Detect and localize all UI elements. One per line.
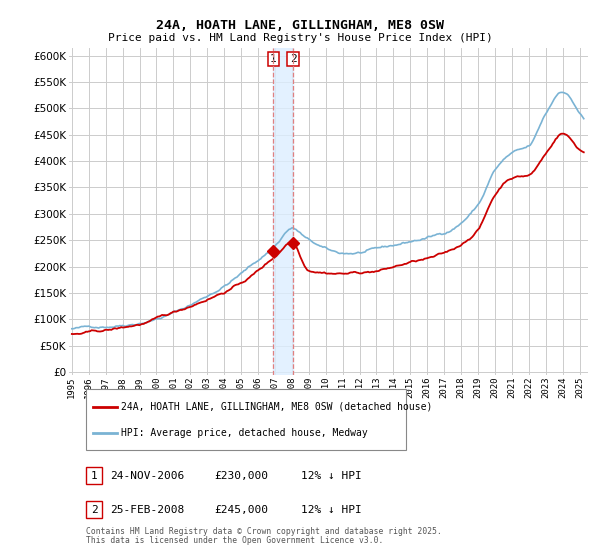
Bar — [274, 48, 293, 375]
Text: 12% ↓ HPI: 12% ↓ HPI — [301, 471, 362, 481]
Text: 1: 1 — [270, 54, 277, 64]
FancyBboxPatch shape — [86, 501, 102, 518]
Text: 2: 2 — [290, 54, 296, 64]
FancyBboxPatch shape — [86, 389, 406, 450]
FancyBboxPatch shape — [86, 468, 102, 484]
Text: 1: 1 — [91, 471, 97, 481]
Text: 24A, HOATH LANE, GILLINGHAM, ME8 0SW (detached house): 24A, HOATH LANE, GILLINGHAM, ME8 0SW (de… — [121, 402, 432, 412]
Text: 12% ↓ HPI: 12% ↓ HPI — [301, 505, 362, 515]
Text: 25-FEB-2008: 25-FEB-2008 — [110, 505, 185, 515]
Text: Price paid vs. HM Land Registry's House Price Index (HPI): Price paid vs. HM Land Registry's House … — [107, 33, 493, 43]
Text: £230,000: £230,000 — [214, 471, 268, 481]
Text: £245,000: £245,000 — [214, 505, 268, 515]
Text: 24A, HOATH LANE, GILLINGHAM, ME8 0SW: 24A, HOATH LANE, GILLINGHAM, ME8 0SW — [156, 18, 444, 32]
Text: 24-NOV-2006: 24-NOV-2006 — [110, 471, 185, 481]
Text: Contains HM Land Registry data © Crown copyright and database right 2025.: Contains HM Land Registry data © Crown c… — [86, 528, 442, 536]
Text: HPI: Average price, detached house, Medway: HPI: Average price, detached house, Medw… — [121, 428, 368, 438]
Text: This data is licensed under the Open Government Licence v3.0.: This data is licensed under the Open Gov… — [86, 536, 383, 545]
Text: 2: 2 — [91, 505, 97, 515]
